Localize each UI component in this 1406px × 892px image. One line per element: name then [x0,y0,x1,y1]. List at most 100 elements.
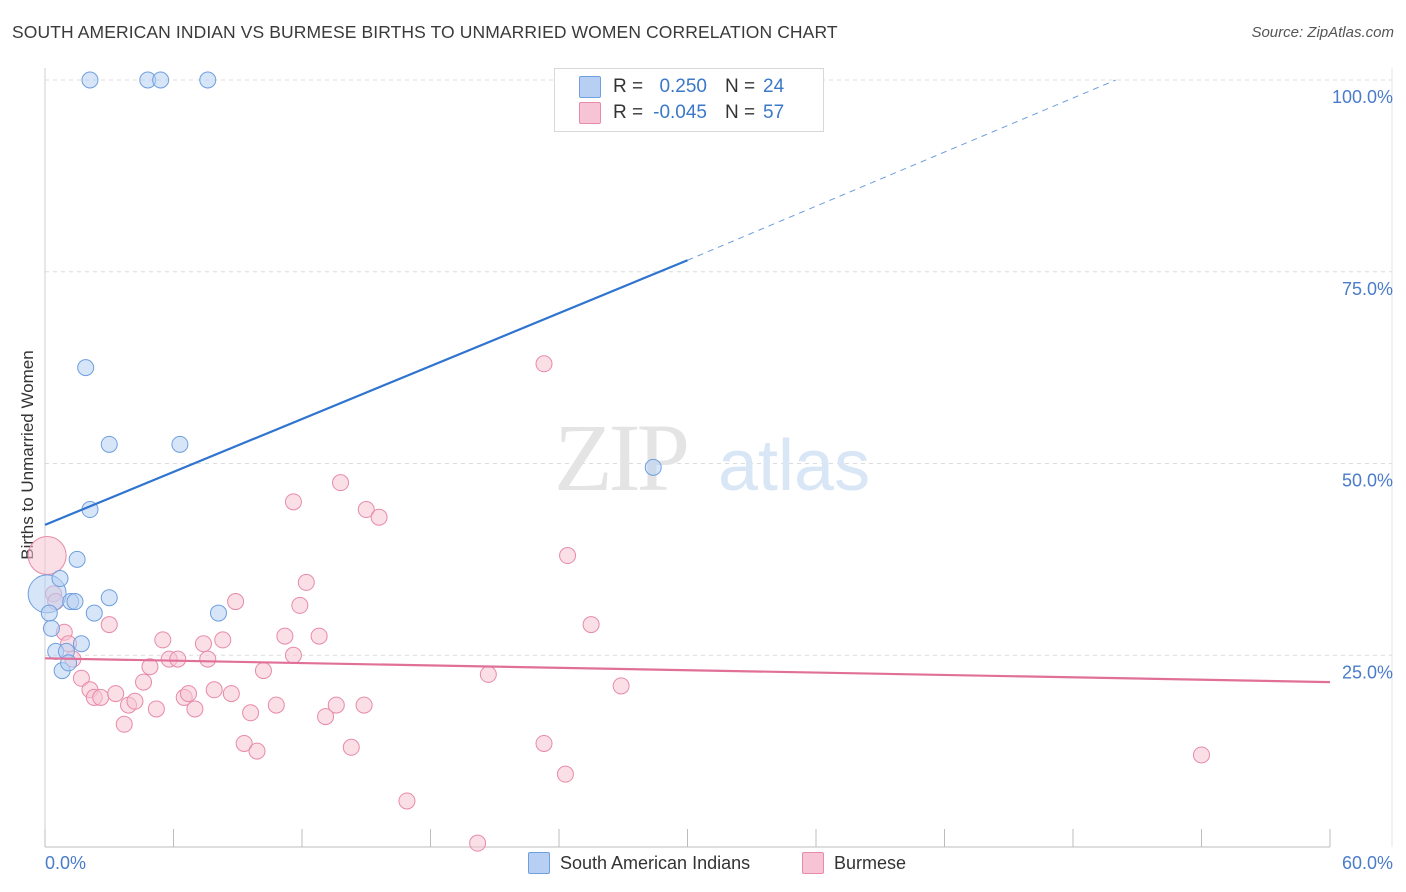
south-american-indian-point [72,635,90,653]
burmese-point [92,688,110,706]
burmese-point [115,715,133,733]
burmese-point [235,734,253,752]
south-american-indian-points [27,71,662,680]
burmese-point [1193,746,1210,764]
burmese-point [370,508,388,526]
burmese-point [214,631,232,649]
legend-label: South American Indians [560,852,751,873]
burmese-point [154,631,172,649]
burmese-point [100,616,118,634]
legend-swatch-pink [579,102,601,124]
burmese-point [297,573,315,591]
burmese-point [199,650,217,668]
south-american-indian-point [152,71,170,89]
tick-labels: 25.0% 50.0% 75.0% 100.0% 0.0% 60.0% [45,87,1393,873]
burmese-point [242,704,260,722]
burmese-point [179,685,197,703]
burmese-point [559,547,577,565]
watermark-zip: ZIP [554,404,687,511]
y-tick-label: 25.0% [1342,662,1393,682]
watermark: ZIP atlas [554,404,870,511]
burmese-point [186,700,204,718]
source-label: Source: ZipAtlas.com [1251,24,1394,41]
burmese-point [332,474,350,492]
burmese-point [107,685,125,703]
burmese-point [317,708,335,726]
legend-r-value: 0.250 [659,76,707,97]
y-tick-label: 100.0% [1332,87,1393,107]
burmese-point [205,681,223,699]
legend-n-value: 57 [763,102,785,123]
south-american-indian-trend-line [44,259,688,526]
x-tick-label-max: 60.0% [1342,853,1393,873]
y-tick-label: 50.0% [1342,471,1393,491]
burmese-point [248,742,266,760]
burmese-point [147,700,165,718]
burmese-point [254,662,272,680]
south-american-indian-point [100,435,118,453]
burmese-point [141,658,159,676]
legend-r-label: R = [613,102,644,123]
burmese-trend-line [44,657,1331,684]
legend-swatch-blue [579,76,601,98]
legend-item-south-american-indians[interactable]: South American Indians [528,852,750,874]
south-american-indian-point [51,570,69,588]
south-american-indian-point [81,71,99,89]
burmese-point [284,493,302,511]
burmese-point [276,627,294,645]
burmese-point [126,692,144,710]
burmese-point [227,593,245,611]
chart-title: SOUTH AMERICAN INDIAN VS BURMESE BIRTHS … [12,22,838,42]
burmese-point [291,596,309,614]
burmese-point [355,696,373,714]
south-american-indian-point [40,604,58,622]
correlation-legend: R = 0.250 N = 24 R = -0.045 N = 57 [554,68,824,132]
legend-n-value: 24 [763,76,785,97]
series-legend: South American Indians Burmese [0,852,1406,878]
burmese-point [169,650,187,668]
axes [44,68,1393,848]
burmese-point [327,696,345,714]
burmese-point [535,355,553,373]
burmese-point [469,834,487,852]
burmese-point [479,665,497,683]
legend-row-south-american-indians: R = 0.250 N = 24 [579,75,784,99]
south-american-indian-point [42,619,60,637]
burmese-point [27,536,67,576]
burmese-point [535,734,553,752]
watermark-atlas: atlas [718,426,870,506]
burmese-point [612,677,630,695]
burmese-point [342,738,360,756]
legend-r-label: R = [613,76,644,97]
legend-n-label: N = [725,102,756,123]
south-american-indian-trend-extension [687,79,1117,261]
legend-item-burmese[interactable]: Burmese [802,852,906,874]
y-tick-label: 75.0% [1342,279,1393,299]
legend-n-label: N = [725,76,756,97]
south-american-indian-point [209,604,227,622]
trend-lines [44,79,1331,684]
burmese-point [222,685,240,703]
grid-lines [45,79,1392,656]
legend-swatch-blue [528,852,550,874]
burmese-point [357,501,375,519]
south-american-indian-point [199,71,217,89]
burmese-point [267,696,285,714]
burmese-point [582,616,600,634]
burmese-point [135,673,153,691]
south-american-indian-point [171,435,189,453]
south-american-indian-point [644,458,662,476]
legend-row-burmese: R = -0.045 N = 57 [579,101,784,125]
legend-r-value: -0.045 [653,102,707,123]
south-american-indian-point [100,589,118,607]
legend-swatch-pink [802,852,824,874]
legend-label: Burmese [834,852,907,873]
south-american-indian-point [77,359,95,377]
burmese-point [398,792,416,810]
burmese-point [72,669,90,687]
burmese-point [310,627,328,645]
south-american-indian-point [60,654,78,672]
south-american-indian-point [68,550,86,568]
south-american-indian-point [66,593,84,611]
